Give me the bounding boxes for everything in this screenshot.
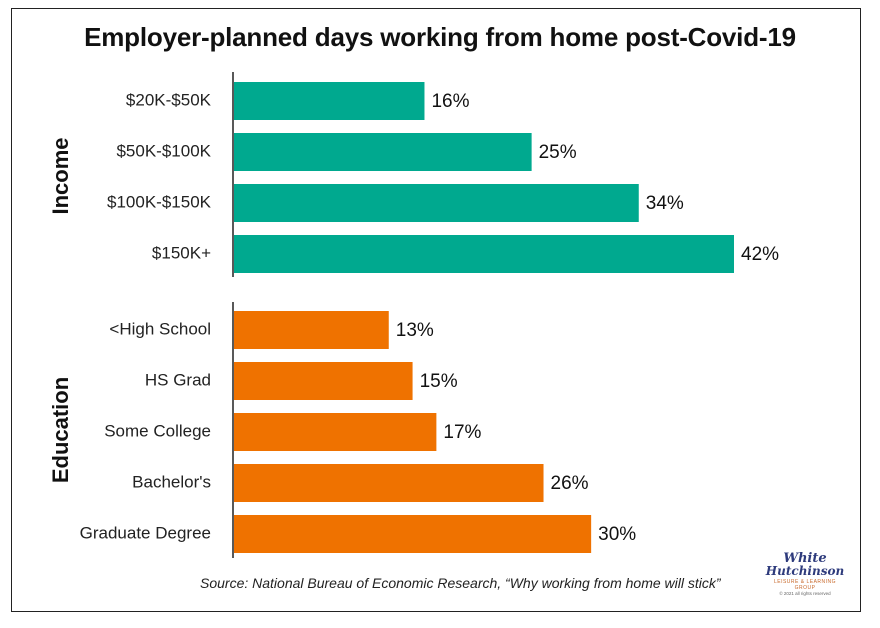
education-bar bbox=[234, 362, 413, 400]
education-category-label: Some College bbox=[104, 421, 211, 440]
white-hutchinson-logo: White Hutchinson LEISURE & LEARNING GROU… bbox=[765, 551, 845, 596]
education-category-label: <High School bbox=[109, 319, 211, 338]
education-category-label: Bachelor's bbox=[132, 472, 211, 491]
income-bar bbox=[234, 82, 425, 120]
education-group-label: Education bbox=[48, 377, 73, 483]
education-bar bbox=[234, 464, 544, 502]
education-value-label: 15% bbox=[420, 371, 458, 392]
chart-title: Employer-planned days working from home … bbox=[84, 22, 796, 52]
education-bar bbox=[234, 515, 592, 553]
education-bar bbox=[234, 413, 437, 451]
income-value-label: 25% bbox=[539, 142, 577, 163]
income-category-label: $150K+ bbox=[152, 243, 211, 262]
income-category-label: $50K-$100K bbox=[116, 141, 211, 160]
income-value-label: 16% bbox=[431, 91, 469, 112]
source-note: Source: National Bureau of Economic Rese… bbox=[200, 575, 721, 591]
income-bar bbox=[234, 133, 532, 171]
income-group-label: Income bbox=[48, 137, 73, 214]
chart-frame bbox=[11, 8, 861, 612]
education-value-label: 17% bbox=[443, 422, 481, 443]
income-category-label: $100K-$150K bbox=[107, 192, 212, 211]
education-category-label: Graduate Degree bbox=[80, 523, 211, 542]
income-category-label: $20K-$50K bbox=[126, 90, 212, 109]
income-bar bbox=[234, 235, 734, 273]
income-bar bbox=[234, 184, 639, 222]
education-value-label: 26% bbox=[551, 473, 589, 494]
education-bar bbox=[234, 311, 389, 349]
education-value-label: 30% bbox=[598, 524, 636, 545]
education-category-label: HS Grad bbox=[145, 370, 211, 389]
education-value-label: 13% bbox=[396, 320, 434, 341]
income-value-label: 34% bbox=[646, 193, 684, 214]
income-value-label: 42% bbox=[741, 244, 779, 265]
